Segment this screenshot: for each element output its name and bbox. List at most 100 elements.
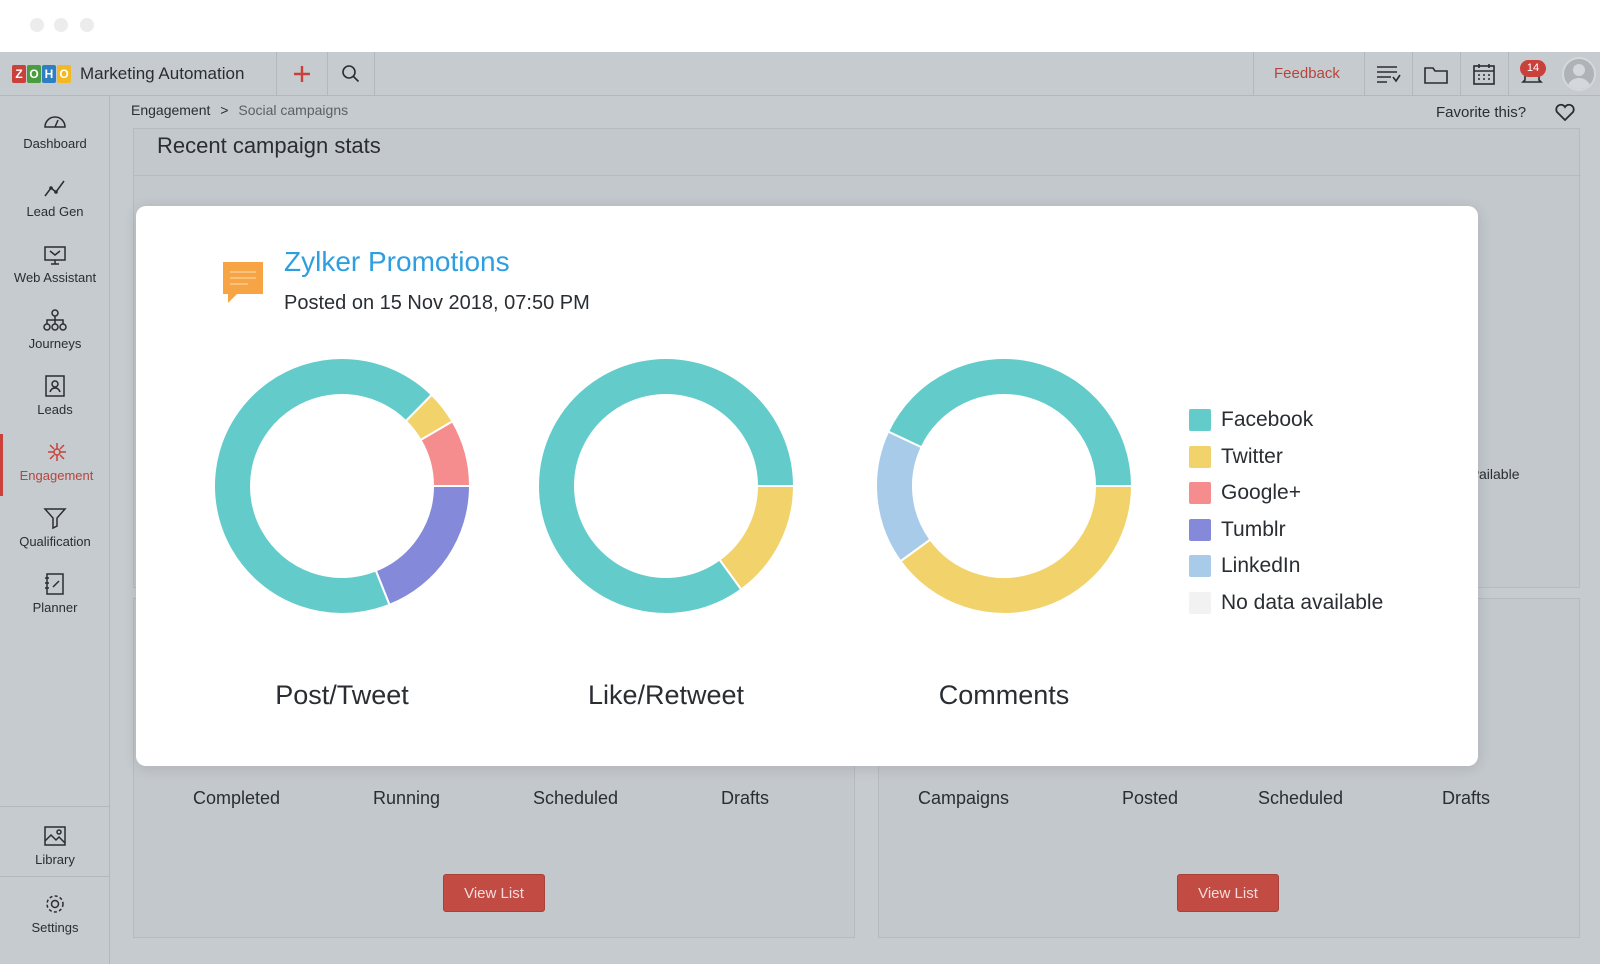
toolbar-divider [276,52,277,96]
gear-icon [46,895,64,913]
chart-legend: Facebook Twitter Google+ Tumblr LinkedIn… [1189,402,1383,621]
sidebar-item-label: Settings [31,920,79,935]
view-list-button[interactable]: View List [1177,874,1279,912]
sidebar-divider [0,806,110,807]
donut-slice-twitter[interactable] [899,485,1134,615]
network-icon [43,309,67,331]
legend-label: No data available [1221,590,1384,614]
post-tweet-label: Post/Tweet [275,680,409,710]
donut-slice-facebook[interactable] [886,357,1134,487]
chat-bubble-icon [223,262,263,303]
chart-icon [44,180,65,197]
comments-donut [875,357,1134,615]
campaign-stats-modal: Zylker Promotions Posted on 15 Nov 2018,… [136,206,1478,766]
legend-item-facebook: Facebook [1189,402,1383,439]
sidebar-item-dashboard[interactable]: Dashboard [0,104,110,166]
sidebar-item-settings[interactable]: Settings [0,886,110,948]
folder-button[interactable] [1412,52,1460,96]
breadcrumb-separator: > [220,102,229,118]
stat-running: Running [373,788,441,808]
legend-label: Twitter [1221,444,1283,468]
sidebar-item-label: Library [35,852,75,867]
post-tweet-donut [213,357,472,615]
sidebar-item-leads[interactable]: Leads [0,368,110,430]
legend-swatch [1189,482,1211,505]
donut-slice-linkedin[interactable] [875,430,932,563]
toolbar-divider [327,52,328,96]
sidebar-divider [0,876,110,877]
legend-label: Google+ [1221,481,1301,505]
sidebar-item-label: Engagement [19,468,94,483]
toolbar-divider [1460,52,1461,96]
sidebar-item-label: Dashboard [23,136,87,151]
view-list-button[interactable]: View List [443,874,545,912]
campaign-title[interactable]: Zylker Promotions [284,246,510,277]
app-logo[interactable]: Z O H O Marketing Automation [12,64,244,84]
donut-slice-facebook[interactable] [213,357,434,615]
user-avatar[interactable] [1562,57,1596,91]
window-minimize-dot[interactable] [54,18,68,32]
heart-icon[interactable] [1554,102,1576,122]
calendar-button[interactable] [1460,52,1508,96]
section-title: Recent campaign stats [157,133,381,158]
toolbar-divider [1508,52,1509,96]
like-retweet-donut [537,357,796,615]
stat-completed: Completed [193,788,281,808]
app-name: Marketing Automation [80,64,245,83]
plus-icon [294,66,310,82]
sidebar-item-label: Planner [32,600,78,615]
image-icon [44,826,66,846]
calendar-icon [1473,64,1495,85]
comments-label: Comments [938,680,1070,710]
favorite-label: Favorite this? [1436,104,1527,121]
search-button[interactable] [328,52,374,96]
folder-icon [1424,67,1448,84]
legend-item-google-plus: Google+ [1189,475,1383,512]
sidebar-item-planner[interactable]: Planner [0,566,110,628]
donut-slice-google-[interactable] [419,420,472,487]
breadcrumb-parent[interactable]: Engagement [131,102,211,118]
donut-slice-tumblr[interactable] [374,485,472,607]
obscured-text: vailable [1472,466,1520,482]
sidebar-item-label: Journeys [28,336,82,351]
legend-item-tumblr: Tumblr [1189,512,1383,549]
stat-campaigns: Campaigns [918,788,1010,808]
toolbar-divider [374,52,375,96]
monitor-icon [44,246,66,265]
stat-scheduled: Scheduled [1258,788,1344,808]
window-chrome [0,0,1600,52]
engagement-icon [47,443,66,461]
sidebar-item-label: Web Assistant [13,270,97,285]
sidebar-item-web-assistant[interactable]: Web Assistant [0,236,110,298]
notification-badge: 14 [1520,60,1546,77]
toolbar-divider [1364,52,1365,96]
stat-drafts: Drafts [1442,788,1491,808]
donut-slice-facebook[interactable] [537,357,796,615]
list-filter-icon [1377,66,1401,83]
legend-item-linkedin: LinkedIn [1189,548,1383,585]
planner-icon [45,573,64,595]
legend-swatch [1189,445,1211,468]
search-icon [342,65,360,83]
add-button[interactable] [277,52,327,96]
window-maximize-dot[interactable] [80,18,94,32]
legend-item-no-data: No data available [1189,585,1383,622]
sidebar: Dashboard Lead Gen Web Assistant Journey… [0,96,110,964]
sidebar-item-lead-gen[interactable]: Lead Gen [0,170,110,232]
sidebar-item-library[interactable]: Library [0,818,110,880]
window-close-dot[interactable] [30,18,44,32]
task-list-button[interactable] [1364,52,1412,96]
logo-letter-o: O [27,65,41,83]
feedback-link[interactable]: Feedback [1274,65,1340,82]
top-bar: Z O H O Marketing Automation Feedback [0,52,1600,96]
sidebar-item-label: Lead Gen [26,204,84,219]
logo-letter-o2: O [57,65,71,83]
logo-letter-h: H [42,65,56,83]
legend-label: Tumblr [1221,517,1286,541]
posted-timestamp: Posted on 15 Nov 2018, 07:50 PM [284,292,590,314]
sidebar-item-engagement[interactable]: Engagement [0,434,110,496]
funnel-icon [43,508,67,530]
sidebar-item-journeys[interactable]: Journeys [0,302,110,364]
sidebar-item-qualification[interactable]: Qualification [0,500,110,562]
avatar-icon [1567,64,1591,89]
